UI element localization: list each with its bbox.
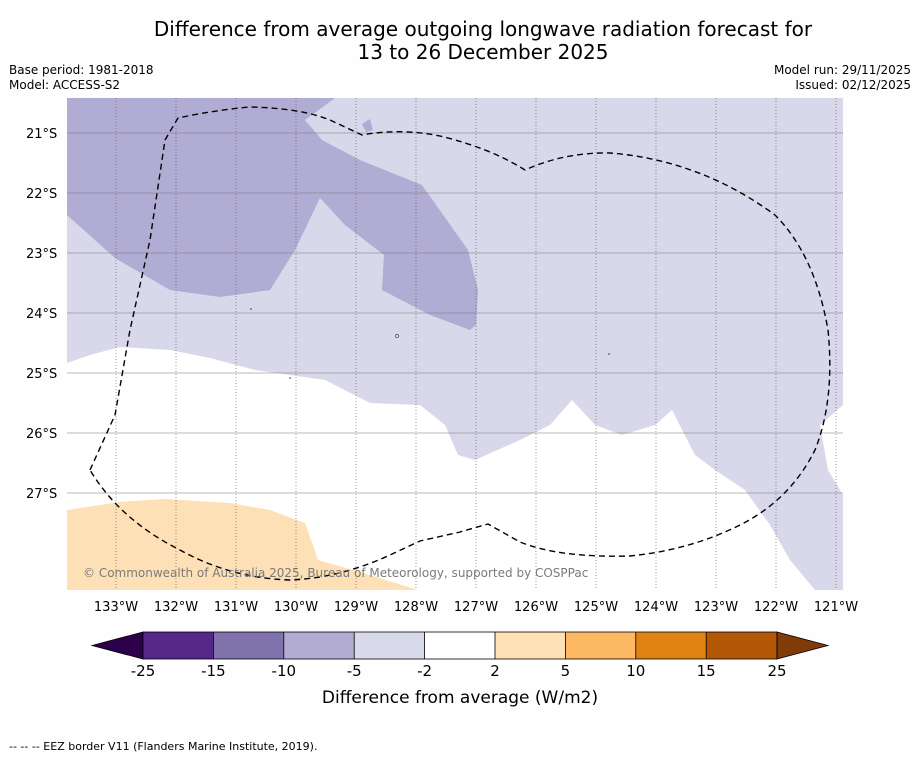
lon-label: 130°W — [274, 600, 318, 615]
lat-label: 25°S — [26, 367, 57, 382]
lon-label: 127°W — [454, 600, 498, 615]
lat-label: 22°S — [26, 187, 57, 202]
colorbar-label: Difference from average (W/m2) — [322, 688, 598, 708]
lat-label: 23°S — [26, 247, 57, 262]
speck-marker — [250, 308, 252, 310]
longitude-labels: 133°W 132°W 131°W 130°W 129°W 128°W 127°… — [94, 600, 858, 615]
colorbar-tick: -2 — [417, 662, 432, 680]
colorbar-segment — [283, 632, 355, 659]
speck-marker — [608, 353, 610, 355]
model-run: Model run: 29/11/2025 — [773, 63, 911, 77]
lat-label: 27°S — [26, 487, 57, 502]
colorbar-tick: 25 — [767, 662, 786, 680]
issued-date: Issued: 02/12/2025 — [795, 78, 911, 92]
copyright-notice: © Commonwealth of Australia 2025, Bureau… — [83, 566, 588, 580]
colorbar-tick: -15 — [201, 662, 226, 680]
colorbar-tick: 15 — [697, 662, 716, 680]
colorbar-segment — [424, 632, 495, 659]
lon-label: 129°W — [334, 600, 378, 615]
colorbar-tick: 5 — [561, 662, 571, 680]
colorbar-arrow-high — [776, 631, 830, 660]
meta-left: Base period: 1981-2018 Model: ACCESS-S2 — [9, 63, 154, 93]
lon-label: 128°W — [394, 600, 438, 615]
lon-label: 126°W — [514, 600, 558, 615]
graticule-lat — [67, 132, 843, 494]
page-title: Difference from average outgoing longwav… — [0, 18, 919, 64]
map-area: © Commonwealth of Australia 2025, Bureau… — [67, 98, 843, 590]
anomaly-patch-small — [362, 119, 373, 132]
lat-label: 24°S — [26, 307, 57, 322]
colorbar-tick: 2 — [490, 662, 500, 680]
lat-label: 26°S — [26, 427, 57, 442]
lon-label: 132°W — [154, 600, 198, 615]
colorbar-segment — [143, 632, 214, 659]
colorbar-segment — [565, 632, 636, 659]
lat-label: 21°S — [26, 127, 57, 142]
colorbar-outline — [142, 631, 778, 660]
colorbar-arrow-low — [90, 631, 144, 660]
title-line-1: Difference from average outgoing longwav… — [153, 17, 813, 41]
colorbar-dividers — [212, 632, 707, 659]
graticule — [115, 98, 837, 590]
colorbar-segment — [495, 632, 566, 659]
eez-legend: -- -- -- EEZ border V11 (Flanders Marine… — [9, 740, 318, 753]
colorbar-segment — [213, 632, 284, 659]
speck-marker — [395, 334, 399, 338]
lon-label: 123°W — [694, 600, 738, 615]
lon-label: 125°W — [574, 600, 618, 615]
anomaly-region-light-orange — [67, 499, 418, 590]
colorbar-segment — [354, 632, 425, 659]
latitude-labels: 21°S 22°S 23°S 24°S 25°S 26°S 27°S — [26, 127, 57, 502]
colorbar-ticks: -25 -15 -10 -5 -2 2 5 10 15 25 — [131, 662, 787, 680]
colorbar-segment — [635, 632, 707, 659]
lon-label: 131°W — [214, 600, 258, 615]
anomaly-region-mid-purple — [67, 98, 478, 330]
colorbar-segment — [706, 632, 777, 659]
lon-label: 121°W — [814, 600, 858, 615]
model-name: Model: ACCESS-S2 — [9, 78, 121, 92]
lon-label: 124°W — [634, 600, 678, 615]
colorbar: -25 -15 -10 -5 -2 2 5 10 15 25 Differenc… — [90, 631, 830, 708]
base-period: Base period: 1981-2018 — [9, 63, 154, 77]
colorbar-tick: -25 — [131, 662, 156, 680]
colorbar-tick: -5 — [347, 662, 362, 680]
eez-border — [89, 106, 831, 581]
colorbar-tick: 10 — [626, 662, 645, 680]
meta-right: Model run: 29/11/2025 Issued: 02/12/2025 — [774, 63, 911, 93]
speck-marker — [289, 377, 291, 379]
lon-label: 133°W — [94, 600, 138, 615]
lon-label: 122°W — [754, 600, 798, 615]
title-line-2: 13 to 26 December 2025 — [357, 40, 609, 64]
colorbar-tick: -10 — [272, 662, 297, 680]
